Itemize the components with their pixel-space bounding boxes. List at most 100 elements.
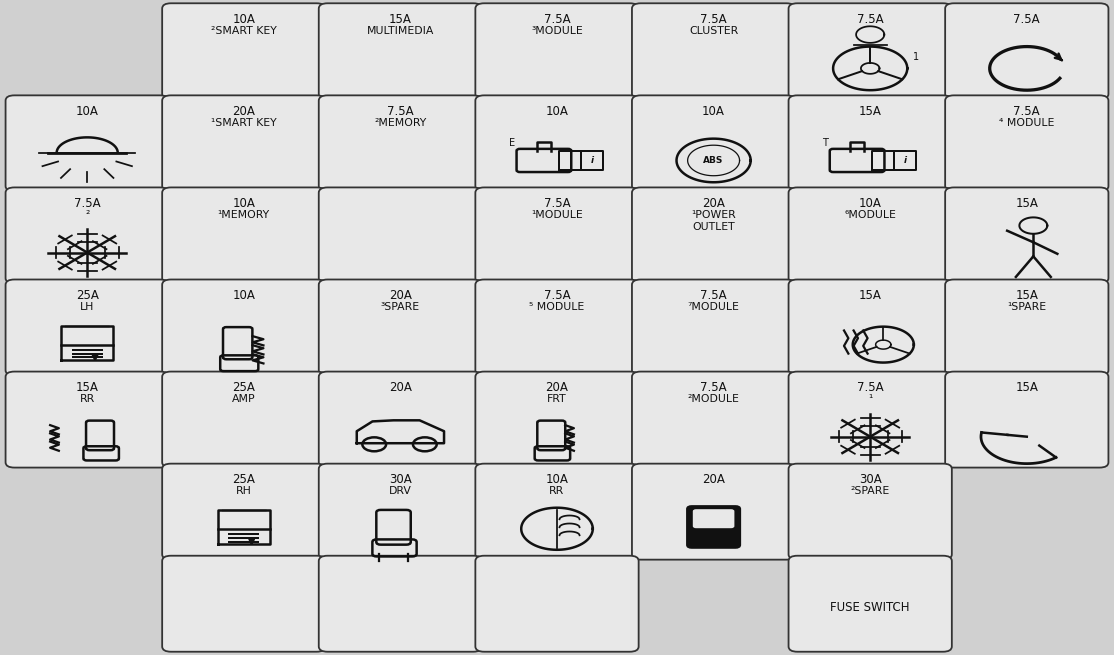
- Text: DRV: DRV: [389, 486, 412, 496]
- FancyBboxPatch shape: [789, 464, 951, 559]
- FancyBboxPatch shape: [945, 280, 1108, 375]
- Text: 15A: 15A: [1015, 290, 1038, 303]
- Text: ¹POWER: ¹POWER: [691, 210, 736, 219]
- Text: 30A: 30A: [389, 474, 412, 487]
- FancyBboxPatch shape: [476, 555, 638, 652]
- Text: 10A: 10A: [546, 105, 568, 118]
- Text: 20A: 20A: [546, 381, 568, 394]
- Text: 10A: 10A: [702, 105, 725, 118]
- FancyBboxPatch shape: [163, 555, 325, 652]
- FancyBboxPatch shape: [476, 187, 638, 284]
- FancyBboxPatch shape: [476, 3, 638, 100]
- Text: RR: RR: [549, 486, 565, 496]
- Text: 20A: 20A: [389, 381, 412, 394]
- Text: ²SPARE: ²SPARE: [851, 486, 890, 496]
- Text: 10A: 10A: [233, 290, 255, 303]
- Text: E: E: [509, 138, 515, 148]
- FancyBboxPatch shape: [632, 187, 795, 284]
- Text: 1: 1: [912, 52, 919, 62]
- Text: 10A: 10A: [859, 197, 881, 210]
- Text: ¹SMART KEY: ¹SMART KEY: [211, 118, 276, 128]
- FancyBboxPatch shape: [6, 96, 169, 191]
- FancyBboxPatch shape: [319, 187, 482, 284]
- Text: 10A: 10A: [76, 105, 99, 118]
- Text: i: i: [590, 156, 594, 165]
- Text: RR: RR: [79, 394, 95, 404]
- Text: 7.5A: 7.5A: [544, 290, 570, 303]
- Text: 10A: 10A: [233, 197, 255, 210]
- FancyBboxPatch shape: [632, 464, 795, 559]
- FancyBboxPatch shape: [319, 555, 482, 652]
- FancyBboxPatch shape: [945, 3, 1108, 100]
- FancyBboxPatch shape: [789, 96, 951, 191]
- FancyBboxPatch shape: [632, 280, 795, 375]
- Text: 15A: 15A: [859, 290, 881, 303]
- Text: AMP: AMP: [232, 394, 255, 404]
- Text: 7.5A: 7.5A: [544, 13, 570, 26]
- Text: 20A: 20A: [233, 105, 255, 118]
- Text: ³MODULE: ³MODULE: [531, 26, 583, 35]
- FancyBboxPatch shape: [319, 96, 482, 191]
- Text: 30A: 30A: [859, 474, 881, 487]
- Text: ¹: ¹: [868, 394, 872, 404]
- Text: 7.5A: 7.5A: [701, 13, 727, 26]
- Text: CLUSTER: CLUSTER: [688, 26, 739, 35]
- Text: OUTLET: OUTLET: [692, 222, 735, 232]
- FancyBboxPatch shape: [163, 96, 325, 191]
- FancyBboxPatch shape: [319, 3, 482, 100]
- Text: ⁷MODULE: ⁷MODULE: [687, 302, 740, 312]
- FancyBboxPatch shape: [476, 96, 638, 191]
- Text: 15A: 15A: [1015, 381, 1038, 394]
- Text: FRT: FRT: [547, 394, 567, 404]
- FancyBboxPatch shape: [319, 371, 482, 468]
- FancyBboxPatch shape: [163, 187, 325, 284]
- FancyBboxPatch shape: [789, 187, 951, 284]
- Text: 7.5A: 7.5A: [701, 381, 727, 394]
- FancyBboxPatch shape: [476, 464, 638, 559]
- Text: 7.5A: 7.5A: [1014, 105, 1040, 118]
- FancyBboxPatch shape: [687, 506, 740, 548]
- Text: ²SMART KEY: ²SMART KEY: [211, 26, 276, 35]
- Text: ABS: ABS: [703, 156, 724, 165]
- Text: ⁶MODULE: ⁶MODULE: [844, 210, 896, 219]
- Text: 25A: 25A: [233, 381, 255, 394]
- FancyBboxPatch shape: [789, 555, 951, 652]
- FancyBboxPatch shape: [476, 371, 638, 468]
- Text: 20A: 20A: [702, 197, 725, 210]
- Text: 15A: 15A: [389, 13, 412, 26]
- FancyBboxPatch shape: [945, 187, 1108, 284]
- Text: RH: RH: [236, 486, 252, 496]
- Text: 10A: 10A: [546, 474, 568, 487]
- Text: 20A: 20A: [389, 290, 412, 303]
- Text: ³SPARE: ³SPARE: [381, 302, 420, 312]
- Text: 7.5A: 7.5A: [74, 197, 100, 210]
- FancyBboxPatch shape: [632, 3, 795, 100]
- FancyBboxPatch shape: [693, 509, 734, 528]
- FancyBboxPatch shape: [6, 187, 169, 284]
- FancyBboxPatch shape: [6, 371, 169, 468]
- FancyBboxPatch shape: [163, 464, 325, 559]
- FancyBboxPatch shape: [789, 3, 951, 100]
- Text: 7.5A: 7.5A: [857, 13, 883, 26]
- FancyBboxPatch shape: [945, 371, 1108, 468]
- FancyBboxPatch shape: [6, 280, 169, 375]
- Text: MULTIMEDIA: MULTIMEDIA: [367, 26, 434, 35]
- Text: 20A: 20A: [702, 474, 725, 487]
- Text: ²MODULE: ²MODULE: [687, 394, 740, 404]
- Text: FUSE SWITCH: FUSE SWITCH: [830, 601, 910, 614]
- Text: 15A: 15A: [1015, 197, 1038, 210]
- Text: 7.5A: 7.5A: [387, 105, 413, 118]
- FancyBboxPatch shape: [476, 280, 638, 375]
- FancyBboxPatch shape: [319, 464, 482, 559]
- Text: LH: LH: [80, 302, 95, 312]
- Text: 25A: 25A: [76, 290, 99, 303]
- FancyBboxPatch shape: [632, 96, 795, 191]
- Text: 7.5A: 7.5A: [1014, 13, 1040, 26]
- Text: 25A: 25A: [233, 474, 255, 487]
- Text: ¹SPARE: ¹SPARE: [1007, 302, 1046, 312]
- Text: ⁴ MODULE: ⁴ MODULE: [999, 118, 1055, 128]
- Text: ¹MEMORY: ¹MEMORY: [217, 210, 270, 219]
- Text: ¹MODULE: ¹MODULE: [531, 210, 583, 219]
- FancyBboxPatch shape: [163, 371, 325, 468]
- FancyBboxPatch shape: [319, 280, 482, 375]
